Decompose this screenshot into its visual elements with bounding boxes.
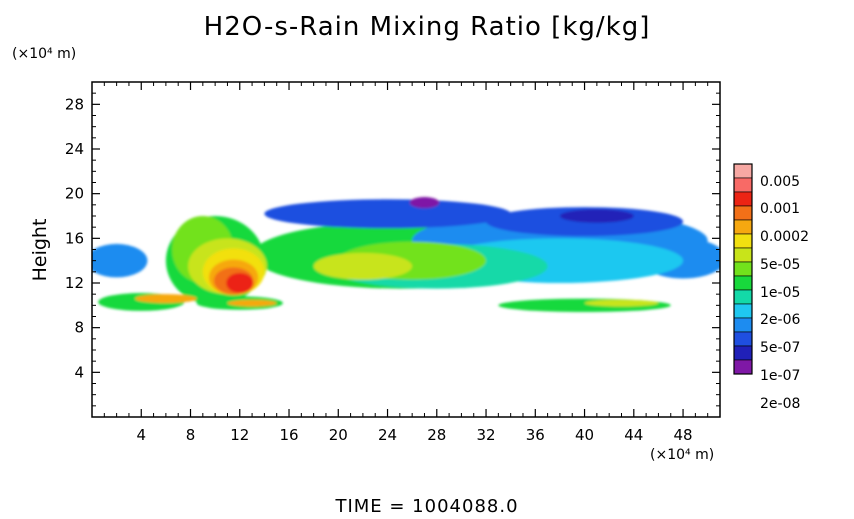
colorbar-label: 5e-05 [760, 257, 800, 273]
x-tick-label: 36 [526, 426, 545, 444]
x-tick-label: 24 [378, 426, 397, 444]
colorbar: 0.005 0.001 0.0002 5e-05 1e-05 2e-06 5e-07 1e-0… [733, 163, 809, 412]
y-tick-label: 8 [74, 319, 84, 337]
colorbar-segment [733, 233, 753, 249]
colorbar-segment [733, 261, 753, 277]
y-axis-unit: (×10⁴ m) [12, 46, 77, 62]
field-region-24 [559, 209, 634, 223]
field-region-5 [92, 243, 148, 278]
field-region-19 [226, 272, 254, 294]
y-tick-label: 16 [65, 229, 84, 247]
x-tick-label: 40 [575, 426, 594, 444]
colorbar-segment [733, 359, 753, 375]
colorbar-segment [733, 317, 753, 333]
y-tick-label: 20 [65, 185, 84, 203]
y-tick-label: 24 [65, 140, 84, 158]
y-tick-label: 12 [65, 274, 84, 292]
field-region-8 [264, 199, 511, 229]
x-axis-unit: (×10⁴ m) [650, 447, 715, 463]
x-tick-label: 32 [476, 426, 495, 444]
field-region-20 [135, 294, 197, 304]
colorbar-label: 2e-06 [760, 312, 800, 328]
x-tick-label: 44 [624, 426, 643, 444]
colorbar-label: 5e-07 [760, 340, 800, 356]
colorbar-label: 1e-07 [760, 368, 800, 384]
x-tick-label: 8 [186, 426, 196, 444]
colorbar-label: 0.0002 [760, 229, 809, 245]
colorbar-segment [733, 163, 753, 179]
x-tick-label: 12 [230, 426, 249, 444]
colorbar-segment [733, 219, 753, 235]
field-region-22 [584, 299, 659, 307]
colorbar-segment [733, 247, 753, 263]
time-label: TIME = 1004088.0 [335, 496, 519, 517]
colorbar-segment [733, 331, 753, 347]
x-tick-label: 4 [136, 426, 146, 444]
colorbar-segment [733, 345, 753, 361]
field-region-21 [227, 299, 277, 307]
colorbar-segment [733, 191, 753, 207]
colorbar-label: 0.001 [760, 201, 800, 217]
field-region-23 [409, 197, 440, 209]
colorbar-label: 2e-08 [760, 396, 800, 412]
colorbar-frame [733, 163, 753, 375]
colorbar-label: 1e-05 [760, 285, 800, 301]
chart-title: H2O-s-Rain Mixing Ratio [kg/kg] [203, 12, 651, 42]
x-tick-label: 16 [279, 426, 298, 444]
colorbar-segment [733, 205, 753, 221]
colorbar-segment [733, 303, 753, 319]
x-tick-label: 48 [674, 426, 693, 444]
y-tick-label: 28 [65, 95, 84, 113]
colorbar-segment [733, 275, 753, 291]
colorbar-label: 0.005 [760, 174, 800, 190]
y-tick-label: 4 [74, 363, 84, 381]
field-region-13 [313, 252, 413, 280]
x-tick-label: 28 [427, 426, 446, 444]
y-axis-label: Height [29, 219, 51, 282]
colorbar-segment [733, 289, 753, 305]
x-tick-label: 20 [329, 426, 348, 444]
colorbar-segment [733, 177, 753, 193]
